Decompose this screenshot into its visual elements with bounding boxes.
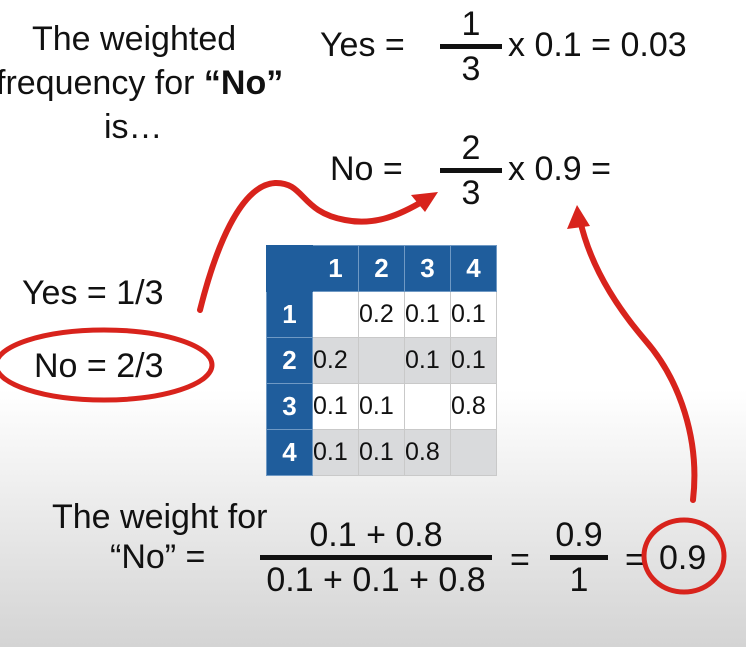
yes-fraction-numerator: 1	[461, 5, 481, 43]
result-circle	[641, 517, 727, 595]
table-cell: 0.1	[404, 291, 451, 338]
table-cell: 0.1	[358, 383, 405, 430]
col-header-2: 2	[358, 245, 405, 292]
col-header-1: 1	[312, 245, 359, 292]
weight-fraction-bar	[260, 555, 492, 560]
table-cell	[358, 337, 405, 384]
table-cell	[404, 383, 451, 430]
weight-line-2: “No” =	[110, 538, 206, 576]
table-row: 2 0.2 0.1 0.1	[266, 337, 497, 384]
no-prior-circle	[0, 327, 215, 403]
right-arrow-head	[567, 205, 590, 229]
table-row: 1 0.2 0.1 0.1	[266, 291, 497, 338]
no-fraction-bar	[440, 168, 502, 173]
col-header-3: 3	[404, 245, 451, 292]
yes-eq-label: Yes =	[320, 26, 405, 64]
yes-fraction-denominator: 3	[461, 50, 481, 88]
intro-no-bold: “No”	[203, 64, 284, 102]
weight-simplified-denominator: 1	[569, 561, 589, 599]
weight-result: 0.9	[659, 539, 707, 577]
weight-numerator: 0.1 + 0.8	[309, 516, 443, 554]
table-cell: 0.1	[312, 383, 359, 430]
right-arrow-curve	[577, 217, 698, 503]
col-header-4: 4	[450, 245, 497, 292]
weight-denominator: 0.1 + 0.1 + 0.8	[266, 561, 486, 599]
intro-line-2: frequency for “No”	[0, 66, 283, 100]
yes-fraction: 1 3	[440, 7, 502, 86]
table-cell	[312, 291, 359, 338]
intro-line-1: The weighted	[32, 20, 237, 58]
row-header-4: 4	[266, 429, 313, 476]
table-cell: 0.1	[312, 429, 359, 476]
intro-line-2-prefix: frequency for	[0, 64, 204, 102]
no-eq-rest: x 0.9 =	[508, 150, 612, 188]
weight-simplified-numerator: 0.9	[555, 516, 603, 554]
weight-equals-1: =	[510, 541, 530, 579]
table-cell: 0.2	[358, 291, 405, 338]
yes-eq-rest: x 0.1 = 0.03	[508, 26, 687, 64]
no-fraction-denominator: 3	[461, 174, 481, 212]
table-cell: 0.1	[358, 429, 405, 476]
weight-main-fraction: 0.1 + 0.8 0.1 + 0.1 + 0.8	[260, 518, 492, 597]
table-cell: 0.1	[450, 337, 497, 384]
table-cell: 0.1	[404, 337, 451, 384]
weight-simplified-bar	[550, 555, 608, 560]
no-fraction: 2 3	[440, 131, 502, 210]
table-row: 3 0.1 0.1 0.8	[266, 383, 497, 430]
no-eq-label: No =	[330, 150, 403, 188]
yes-fraction-bar	[440, 44, 502, 49]
weight-simplified-fraction: 0.9 1	[550, 518, 608, 597]
table-cell: 0.1	[450, 291, 497, 338]
table-cell	[450, 429, 497, 476]
prior-no: No = 2/3	[34, 347, 164, 385]
table-cell: 0.8	[450, 383, 497, 430]
row-header-3: 3	[266, 383, 313, 430]
intro-line-3: is…	[104, 108, 163, 146]
left-arrow-curve	[197, 179, 428, 313]
weight-line-1: The weight for	[52, 498, 268, 536]
no-fraction-numerator: 2	[461, 129, 481, 167]
left-arrow-head	[411, 192, 438, 212]
prior-yes: Yes = 1/3	[22, 274, 164, 312]
weight-equals-2: =	[625, 541, 645, 579]
table-cell: 0.8	[404, 429, 451, 476]
table-row: 4 0.1 0.1 0.8	[266, 429, 497, 476]
weight-table: 1 2 3 4 1 0.2 0.1 0.1 2 0.2 0.1 0.1 3 0.…	[266, 245, 497, 476]
